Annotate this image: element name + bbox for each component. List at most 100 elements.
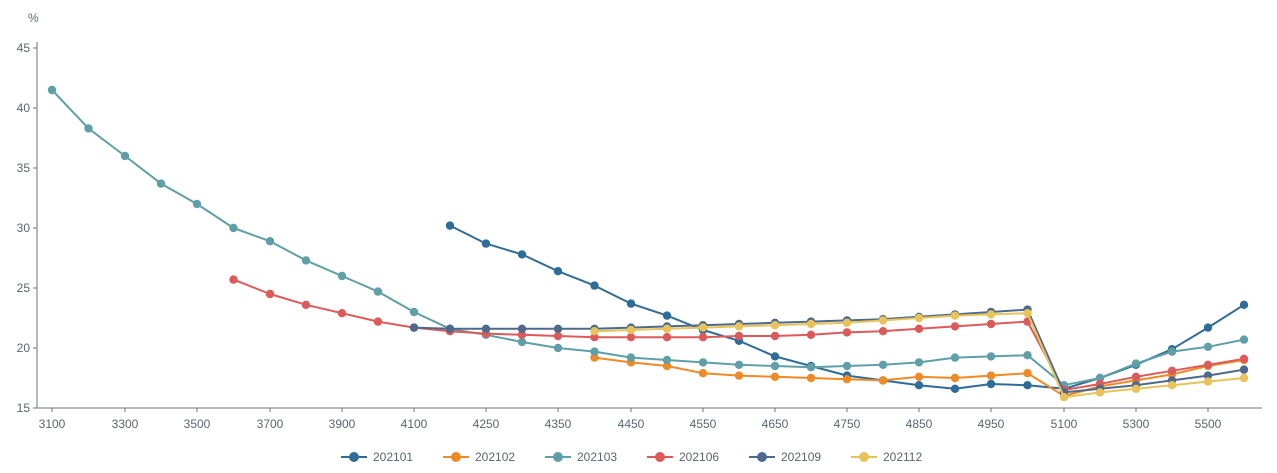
data-point-202101[interactable] (590, 281, 599, 290)
data-point-202112[interactable] (1095, 388, 1105, 397)
data-point-202101[interactable] (517, 250, 527, 259)
data-point-202103[interactable] (156, 179, 166, 188)
data-point-202112[interactable] (734, 322, 744, 331)
data-point-202101[interactable] (914, 381, 924, 390)
data-point-202112[interactable] (590, 327, 599, 336)
data-point-202106[interactable] (337, 309, 347, 318)
data-point-202103[interactable] (1095, 373, 1105, 383)
data-point-202112[interactable] (806, 319, 816, 329)
data-point-202112[interactable] (914, 313, 924, 323)
data-point-202106[interactable] (842, 328, 852, 337)
data-point-202101[interactable] (1203, 323, 1213, 332)
data-point-202106[interactable] (1203, 360, 1213, 369)
data-point-202109[interactable] (445, 324, 455, 333)
data-point-202112[interactable] (662, 324, 672, 333)
data-point-202106[interactable] (770, 331, 780, 341)
data-point-202101[interactable] (770, 352, 780, 361)
data-point-202103[interactable] (47, 85, 57, 95)
data-point-202106[interactable] (301, 300, 311, 309)
data-point-202103[interactable] (662, 355, 672, 365)
data-point-202112[interactable] (986, 310, 996, 319)
legend-item-202102[interactable]: 202102 (443, 450, 515, 464)
data-point-202102[interactable] (914, 372, 924, 381)
data-point-202106[interactable] (662, 333, 672, 342)
data-point-202109[interactable] (553, 324, 563, 333)
data-point-202101[interactable] (662, 311, 672, 320)
data-point-202106[interactable] (626, 333, 636, 342)
data-point-202103[interactable] (84, 124, 93, 133)
data-point-202112[interactable] (878, 316, 888, 325)
data-point-202101[interactable] (445, 221, 455, 230)
legend-item-202109[interactable]: 202109 (749, 450, 821, 464)
data-point-202106[interactable] (950, 322, 960, 331)
legend-item-202106[interactable]: 202106 (647, 450, 719, 464)
data-point-202102[interactable] (698, 369, 708, 378)
legend-item-202101[interactable]: 202101 (341, 450, 413, 464)
data-point-202103[interactable] (1203, 342, 1213, 351)
data-point-202106[interactable] (517, 330, 527, 339)
data-point-202103[interactable] (842, 361, 852, 371)
data-point-202106[interactable] (590, 333, 599, 342)
data-point-202103[interactable] (1023, 351, 1032, 360)
data-point-202103[interactable] (409, 307, 419, 317)
data-point-202109[interactable] (409, 323, 419, 332)
data-point-202106[interactable] (1239, 354, 1249, 363)
data-point-202103[interactable] (770, 361, 780, 371)
data-point-202103[interactable] (1239, 335, 1249, 344)
data-point-202112[interactable] (842, 318, 852, 327)
data-point-202102[interactable] (950, 373, 960, 383)
data-point-202102[interactable] (770, 372, 780, 381)
data-point-202106[interactable] (878, 327, 888, 336)
data-point-202103[interactable] (373, 287, 383, 296)
data-point-202112[interactable] (1203, 377, 1213, 386)
data-point-202102[interactable] (1023, 369, 1032, 378)
data-point-202112[interactable] (1023, 309, 1032, 318)
data-point-202103[interactable] (265, 237, 275, 246)
data-point-202103[interactable] (950, 353, 960, 362)
data-point-202102[interactable] (878, 376, 888, 385)
data-point-202112[interactable] (950, 311, 960, 320)
data-point-202103[interactable] (120, 151, 130, 161)
data-point-202103[interactable] (734, 360, 744, 369)
data-point-202106[interactable] (698, 333, 708, 342)
data-point-202103[interactable] (986, 352, 996, 361)
data-point-202101[interactable] (481, 239, 491, 248)
data-point-202103[interactable] (192, 199, 202, 209)
data-point-202106[interactable] (1131, 372, 1141, 381)
data-point-202103[interactable] (229, 223, 238, 233)
data-point-202106[interactable] (553, 331, 563, 341)
data-point-202112[interactable] (770, 321, 780, 330)
data-point-202106[interactable] (1167, 366, 1177, 375)
data-point-202112[interactable] (1239, 373, 1249, 383)
data-point-202103[interactable] (337, 271, 347, 281)
data-point-202103[interactable] (553, 343, 563, 353)
data-point-202103[interactable] (590, 347, 599, 356)
data-point-202109[interactable] (517, 324, 527, 333)
data-point-202102[interactable] (806, 373, 816, 383)
data-point-202106[interactable] (265, 289, 275, 299)
data-point-202103[interactable] (878, 360, 888, 369)
data-point-202109[interactable] (481, 324, 491, 333)
data-point-202101[interactable] (1239, 300, 1249, 309)
data-point-202112[interactable] (1131, 384, 1141, 393)
data-point-202106[interactable] (734, 331, 744, 341)
data-point-202103[interactable] (626, 353, 636, 362)
data-point-202101[interactable] (986, 379, 996, 389)
data-point-202112[interactable] (1059, 393, 1069, 402)
data-point-202103[interactable] (806, 363, 816, 372)
data-point-202101[interactable] (626, 299, 636, 308)
data-point-202103[interactable] (517, 337, 527, 347)
data-point-202103[interactable] (301, 256, 311, 265)
data-point-202101[interactable] (950, 384, 960, 393)
data-point-202102[interactable] (590, 353, 599, 362)
data-point-202102[interactable] (986, 371, 996, 380)
data-point-202112[interactable] (1167, 381, 1177, 390)
data-point-202112[interactable] (626, 325, 636, 335)
data-point-202102[interactable] (662, 361, 672, 371)
data-point-202101[interactable] (553, 267, 563, 276)
data-point-202106[interactable] (914, 324, 924, 333)
data-point-202109[interactable] (1203, 371, 1213, 380)
data-point-202102[interactable] (842, 375, 852, 384)
data-point-202101[interactable] (1023, 381, 1032, 390)
data-point-202109[interactable] (1239, 365, 1249, 374)
